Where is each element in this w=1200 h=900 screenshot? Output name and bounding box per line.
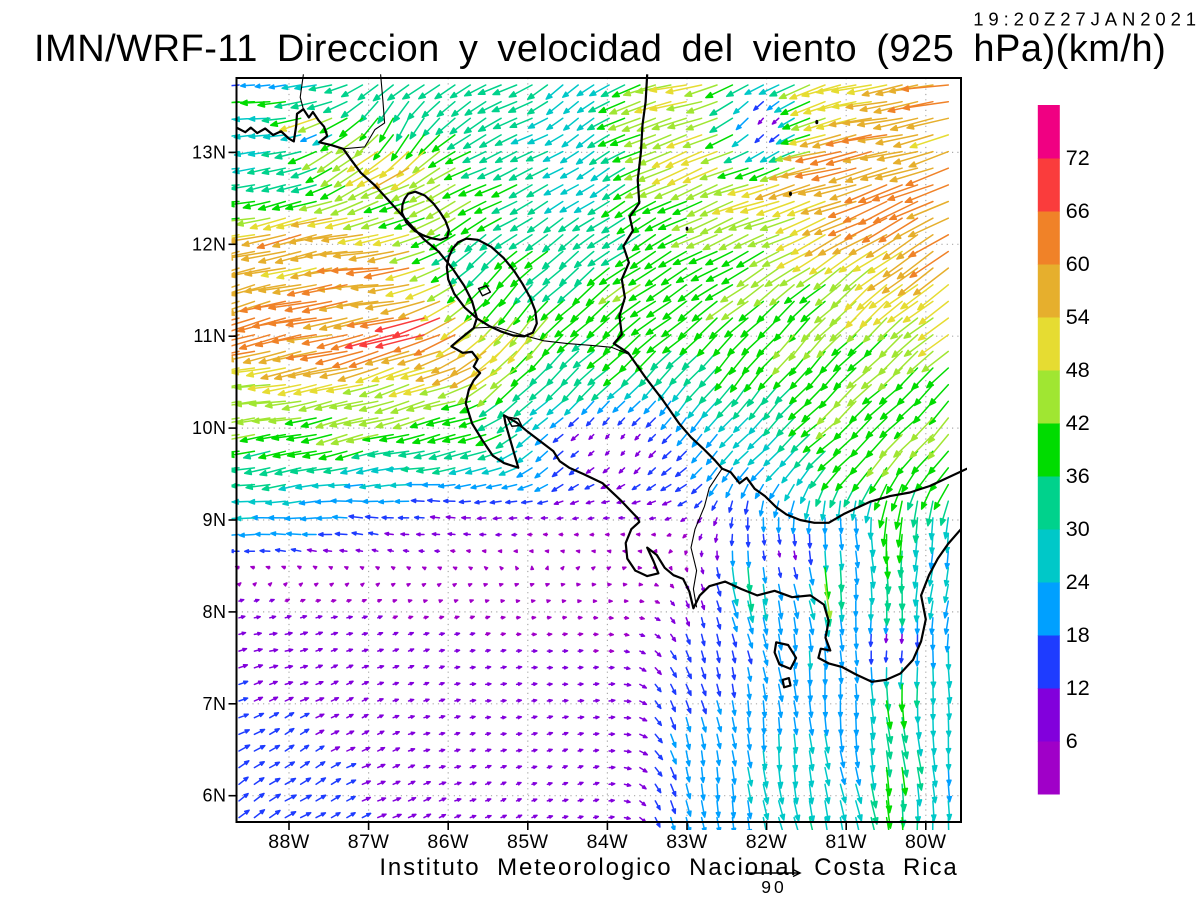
svg-text:9N: 9N [202, 510, 226, 530]
svg-text:42: 42 [1066, 411, 1090, 435]
svg-text:85W: 85W [507, 831, 549, 853]
svg-text:66: 66 [1066, 199, 1090, 223]
svg-text:36: 36 [1066, 464, 1090, 488]
svg-text:11N: 11N [193, 326, 226, 346]
svg-text:60: 60 [1066, 252, 1090, 276]
svg-text:83W: 83W [666, 831, 708, 853]
svg-text:6: 6 [1066, 729, 1078, 753]
svg-text:6N: 6N [202, 786, 226, 806]
svg-text:12: 12 [1066, 676, 1090, 700]
svg-text:54: 54 [1066, 305, 1090, 329]
svg-text:8N: 8N [202, 602, 226, 622]
svg-text:Instituto Meteorologico Nacion: Instituto Meteorologico Nacional Costa R… [379, 854, 958, 881]
svg-text:84W: 84W [587, 831, 629, 853]
svg-text:12N: 12N [192, 234, 227, 254]
svg-text:19:20Z27JAN2021: 19:20Z27JAN2021 [973, 9, 1200, 30]
svg-text:IMN/WRF-11 Direccion y velocid: IMN/WRF-11 Direccion y velocidad del vie… [34, 28, 1166, 70]
svg-text:87W: 87W [348, 831, 390, 853]
svg-text:82W: 82W [746, 831, 788, 853]
svg-text:48: 48 [1066, 358, 1090, 382]
svg-text:13N: 13N [192, 142, 227, 162]
svg-text:86W: 86W [427, 831, 469, 853]
svg-text:7N: 7N [202, 694, 226, 714]
svg-text:18: 18 [1066, 623, 1090, 647]
svg-text:24: 24 [1066, 570, 1090, 594]
svg-text:80W: 80W [905, 831, 947, 853]
svg-text:81W: 81W [825, 831, 867, 853]
svg-text:90: 90 [761, 877, 786, 897]
svg-text:30: 30 [1066, 517, 1090, 541]
svg-text:72: 72 [1066, 146, 1090, 170]
svg-text:10N: 10N [192, 418, 227, 438]
svg-text:88W: 88W [268, 831, 310, 853]
